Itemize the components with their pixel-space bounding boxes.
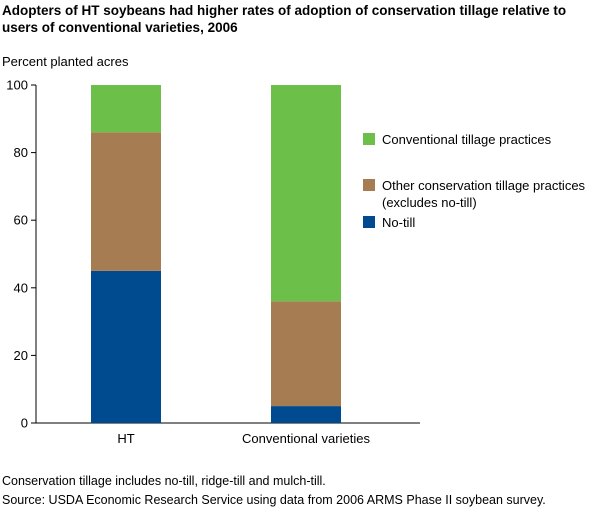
y-tick-label: 0 <box>21 416 28 431</box>
bar-segment <box>91 85 161 133</box>
bars <box>91 85 341 423</box>
y-tick-label: 20 <box>14 348 28 363</box>
y-tick-label: 100 <box>6 78 28 93</box>
y-axis-label: Percent planted acres <box>2 54 129 69</box>
chart-note: Conservation tillage includes no-till, r… <box>2 474 326 488</box>
legend: Conventional tillage practices Other cons… <box>363 132 586 230</box>
x-tick-labels: HT Conventional varieties <box>117 431 370 446</box>
chart-source: Source: USDA Economic Research Service u… <box>2 493 546 507</box>
legend-label: Other conservation tillage practices <box>382 178 586 193</box>
y-tick-label: 60 <box>14 213 28 228</box>
bar-segment <box>271 406 341 423</box>
legend-swatch <box>363 179 375 191</box>
x-tick-label: HT <box>117 431 134 446</box>
bar-segment <box>91 132 161 271</box>
chart-title: Adopters of HT soybeans had higher rates… <box>2 3 567 35</box>
legend-label: (excludes no-till) <box>382 195 477 210</box>
legend-label: Conventional tillage practices <box>382 132 552 147</box>
bar-segment <box>271 301 341 407</box>
bar-segment <box>91 270 161 423</box>
bar-segment <box>271 85 341 302</box>
legend-swatch <box>363 133 375 145</box>
y-tick-label: 80 <box>14 145 28 160</box>
stacked-bar-chart: 0 20 40 60 80 100 HT Conventional varieties Co… <box>6 78 586 447</box>
legend-swatch <box>363 216 375 228</box>
axes: 0 20 40 60 80 100 <box>6 78 420 431</box>
legend-label: No-till <box>382 215 415 230</box>
x-tick-label: Conventional varieties <box>242 431 370 446</box>
y-tick-label: 40 <box>14 280 28 295</box>
